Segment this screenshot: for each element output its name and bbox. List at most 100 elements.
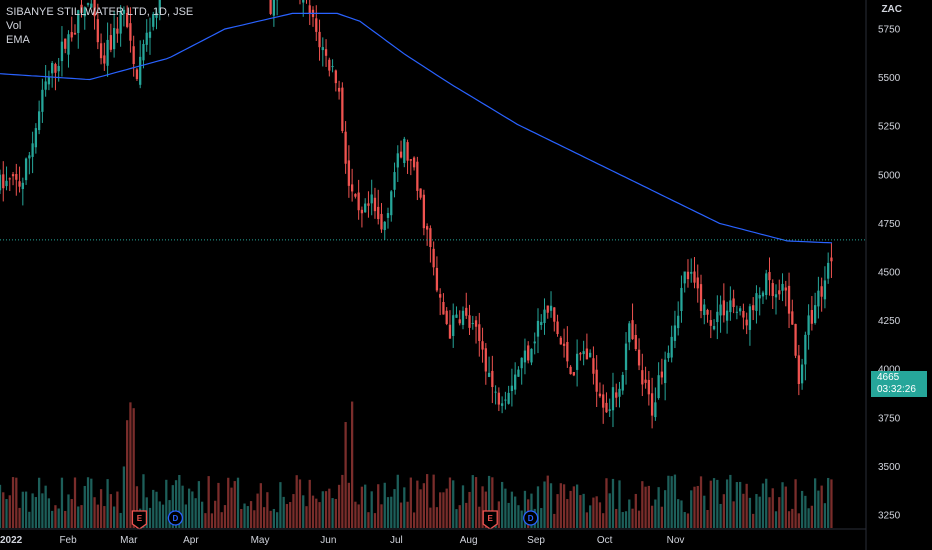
candle-body [70, 32, 73, 38]
volume-bar [2, 492, 5, 528]
volume-bar [142, 474, 145, 528]
volume-bar [214, 500, 217, 528]
volume-bar [223, 505, 227, 528]
volume-bar [399, 502, 403, 528]
candle-body [448, 324, 452, 339]
candle-body [155, 12, 158, 18]
volume-bar [621, 512, 624, 528]
candle-body [549, 305, 553, 311]
volume-bar [337, 484, 341, 528]
volume-bar [543, 481, 546, 528]
volume-bar [364, 484, 367, 528]
candle-body [21, 182, 24, 190]
time-tick-label: Jun [320, 535, 336, 546]
candle-body [660, 371, 664, 378]
earnings-marker-icon[interactable] [131, 510, 148, 530]
volume-bar [435, 507, 439, 528]
time-axis[interactable]: 2022 Feb Mar Apr May Jun Jul Aug Sep Oct Nov [0, 535, 684, 546]
volume-bar [354, 501, 357, 528]
volume-bar [800, 490, 804, 528]
volume-bar [820, 485, 823, 528]
candle-body [791, 311, 794, 325]
volume-bar [70, 499, 73, 528]
volume-bar [722, 494, 725, 528]
candle-body [28, 155, 31, 159]
price-tick-label: 3500 [878, 462, 901, 473]
candle-body [318, 31, 321, 48]
volume-bar [122, 466, 126, 528]
candle-body [628, 323, 631, 343]
candle-body [54, 64, 57, 73]
candle-body [386, 213, 390, 218]
volume-bar [347, 482, 351, 528]
candle-body [442, 301, 445, 315]
candle-body [732, 298, 735, 308]
last-price-tag: 4665 03:32:26 [871, 371, 927, 397]
volume-bar [77, 506, 80, 528]
volume-bar [357, 504, 360, 528]
volume-bar [236, 477, 240, 528]
candle-body [0, 174, 2, 191]
ema-indicator-label[interactable]: EMA [6, 34, 30, 46]
price-axis[interactable]: 3250 3500 3750 4000 4250 4500 4750 5000 5250 5500… [878, 0, 901, 522]
candle-body [481, 341, 484, 350]
candle-body [90, 3, 93, 8]
time-tick-label: May [251, 535, 270, 546]
price-tick-label: 4500 [878, 268, 901, 279]
volume-bar [5, 499, 8, 528]
symbol-title[interactable]: SIBANYE STILLWATER LTD, 1D, JSE [6, 6, 194, 18]
volume-bar [262, 507, 266, 528]
volume-indicator-label[interactable]: Vol [6, 20, 22, 32]
candle-body [354, 193, 357, 197]
candle-body [51, 62, 54, 74]
volume-bar [37, 477, 41, 528]
candle-body [543, 309, 546, 324]
volume-bar [680, 500, 683, 528]
candle-body [602, 394, 605, 408]
volume-bar [654, 499, 657, 528]
candle-body [37, 111, 41, 131]
volume-bar [553, 513, 556, 528]
volume-bar [719, 503, 722, 528]
volume-bar [256, 493, 259, 528]
candle-body [637, 349, 641, 366]
event-marker-label: E [137, 514, 143, 523]
price-tick-label: 5750 [878, 25, 901, 36]
dividend-marker-icon[interactable] [523, 510, 539, 526]
candle-body [787, 285, 791, 314]
volume-bar [158, 501, 161, 528]
volume-bar [8, 495, 11, 528]
candle-body [712, 326, 716, 330]
volume-bar [755, 494, 758, 528]
volume-bar [771, 488, 774, 528]
candle-body [686, 271, 690, 280]
volume-bar [276, 512, 279, 528]
volume-bar [595, 496, 598, 528]
volume-bar [752, 513, 755, 528]
volume-bar [377, 484, 380, 528]
volume-bar [360, 486, 364, 528]
price-tick-label: 3250 [878, 511, 901, 522]
earnings-marker-icon[interactable] [482, 510, 498, 530]
volume-bar [823, 503, 827, 528]
volume-bar [644, 486, 647, 528]
candle-body [768, 272, 771, 281]
candle-body [585, 348, 589, 360]
candle-body [132, 46, 135, 65]
candle-body [761, 292, 765, 297]
candle-body [367, 203, 370, 206]
dividend-marker-icon[interactable] [167, 510, 184, 526]
volume-bar [592, 497, 595, 528]
candle-body [116, 28, 119, 34]
candle-body [422, 194, 426, 229]
volume-bar [690, 490, 693, 528]
candle-body [412, 157, 416, 168]
volume-bar [452, 480, 455, 528]
candle-body [647, 379, 650, 395]
volume-bar [155, 491, 158, 528]
candle-body [517, 369, 520, 377]
candle-body [752, 305, 755, 311]
volume-bar [562, 484, 566, 528]
candle-body [742, 311, 745, 318]
